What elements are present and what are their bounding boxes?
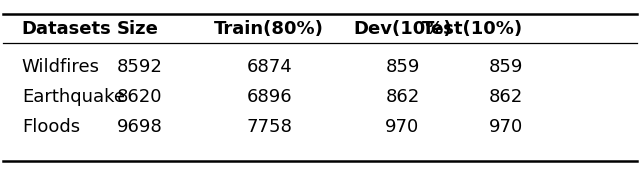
Text: 970: 970 [385, 118, 420, 136]
Text: Earthquake: Earthquake [22, 88, 125, 106]
Text: Wildfires: Wildfires [22, 58, 100, 76]
Text: 859: 859 [385, 58, 420, 76]
Text: Dev(10%): Dev(10%) [353, 20, 452, 37]
Text: 8592: 8592 [117, 58, 163, 76]
Text: 6874: 6874 [246, 58, 292, 76]
Text: 862: 862 [385, 88, 420, 106]
Text: Test(10%): Test(10%) [422, 20, 523, 37]
Text: Datasets: Datasets [22, 20, 111, 37]
Text: 862: 862 [489, 88, 523, 106]
Text: 6896: 6896 [246, 88, 292, 106]
Text: 7758: 7758 [246, 118, 292, 136]
Text: 8620: 8620 [117, 88, 163, 106]
Text: 859: 859 [489, 58, 523, 76]
Text: Floods: Floods [22, 118, 80, 136]
Text: Size: Size [117, 20, 159, 37]
Text: 970: 970 [489, 118, 523, 136]
Text: 9698: 9698 [117, 118, 163, 136]
Text: Train(80%): Train(80%) [214, 20, 324, 37]
